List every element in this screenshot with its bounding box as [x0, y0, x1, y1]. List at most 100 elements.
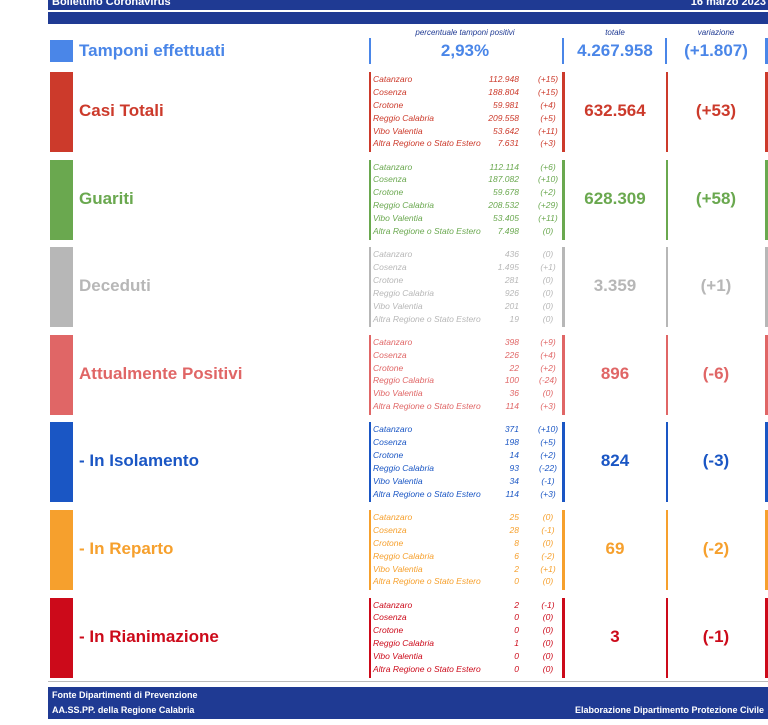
in-isolamento-total-left-border — [562, 422, 565, 503]
header-subbar — [48, 12, 768, 24]
province-name: Reggio Calabria — [373, 550, 434, 561]
province-name: Reggio Calabria — [373, 638, 434, 649]
province-value: 36 — [509, 388, 519, 399]
province-value: 436 — [504, 249, 519, 260]
province-variation: (0) — [542, 226, 554, 237]
footer-source-line2: AA.SS.PP. della Regione Calabria — [52, 705, 195, 715]
province-variation: (0) — [542, 287, 554, 298]
province-variation: (0) — [542, 512, 554, 522]
casi-totali-swatch — [50, 72, 73, 152]
province-name: Altra Regione o Stato Estero — [373, 226, 481, 237]
in-rianimazione-variation: (-1) — [702, 626, 730, 646]
province-value: 112.948 — [488, 74, 519, 84]
attualmente-positivi-swatch — [50, 334, 73, 415]
province-name: Reggio Calabria — [373, 112, 434, 123]
in-isolamento-variation: (-3) — [702, 451, 730, 471]
casi-totali-right-edge — [765, 72, 768, 152]
table-row: Vibo Valentia 53.642 (+11) — [373, 125, 559, 138]
table-row: Cosenza 198 (+5) — [373, 436, 559, 449]
province-name: Crotone — [373, 537, 404, 548]
footer-bar: Fonte Dipartimenti di Prevenzione AA.SS.… — [48, 687, 768, 719]
total-column-header: totale — [605, 28, 625, 37]
attualmente-positivi-variation-left-border — [666, 334, 668, 415]
province-variation: (-1) — [541, 475, 555, 486]
province-name: Crotone — [373, 625, 404, 636]
province-variation: (+11) — [538, 125, 558, 136]
province-name: Vibo Valentia — [373, 388, 423, 399]
deceduti-province-table: Catanzaro 436 (0) Cosenza 1.495 (+1) Crotone 28… — [373, 248, 559, 325]
province-name: Vibo Valentia — [373, 475, 423, 486]
variation-column-header: variazione — [697, 28, 735, 37]
table-row: Altra Regione o Stato Estero 0 (0) — [373, 575, 559, 588]
table-row: Catanzaro 112.948 (+15) — [373, 73, 559, 86]
tamponi-variation: (+1.807) — [684, 41, 748, 60]
tamponi-right-edge — [765, 38, 768, 64]
table-row: Reggio Calabria 209.558 (+5) — [373, 112, 559, 125]
province-variation: (0) — [542, 612, 554, 623]
deceduti-swatch — [50, 247, 73, 328]
table-row: Crotone 281 (0) — [373, 274, 559, 287]
province-value: 281 — [504, 274, 519, 285]
province-variation: (+4) — [540, 99, 556, 110]
attualmente-positivi-label: Attualmente Positivi — [79, 363, 243, 383]
province-variation: (0) — [542, 249, 554, 260]
deceduti-label: Deceduti — [79, 276, 151, 296]
in-rianimazione-total-left-border — [562, 597, 565, 678]
casi-totali-label: Casi Totali — [79, 101, 164, 120]
province-name: Altra Regione o Stato Estero — [373, 664, 481, 675]
in-isolamento-table-left-border — [369, 422, 371, 503]
in-rianimazione-right-edge — [765, 597, 768, 678]
province-variation: (+2) — [540, 187, 556, 198]
province-value: 14 — [509, 450, 519, 461]
tamponi-percentage: 2,93% — [440, 41, 490, 60]
province-name: Reggio Calabria — [373, 200, 434, 211]
guariti-variation-left-border — [666, 159, 668, 240]
province-value: 7.498 — [497, 226, 519, 237]
casi-totali-total: 632.564 — [584, 101, 646, 120]
province-variation: (+4) — [540, 349, 556, 360]
pct-column-header: percentuale tamponi positivi — [415, 28, 515, 37]
attualmente-positivi-total: 896 — [600, 363, 630, 383]
province-variation: (0) — [542, 537, 554, 548]
table-row: Catanzaro 436 (0) — [373, 248, 559, 261]
tamponi-total-divider-left — [562, 38, 564, 64]
attualmente-positivi-total-left-border — [562, 334, 565, 415]
province-name: Reggio Calabria — [373, 375, 434, 386]
deceduti-total: 3.359 — [593, 276, 637, 296]
table-row: Reggio Calabria 926 (0) — [373, 287, 559, 300]
table-row: Cosenza 28 (-1) — [373, 524, 559, 537]
province-name: Crotone — [373, 450, 404, 461]
in-isolamento-right-edge — [765, 422, 768, 503]
province-variation: (0) — [542, 638, 554, 649]
deceduti-variation-left-border — [666, 247, 668, 328]
tamponi-pct-divider — [369, 38, 371, 64]
in-reparto-table-left-border — [369, 510, 371, 590]
province-value: 201 — [504, 300, 519, 311]
province-name: Crotone — [373, 99, 404, 110]
table-row: Vibo Valentia 53.405 (+11) — [373, 212, 559, 225]
province-variation: (+2) — [540, 362, 556, 373]
province-value: 112.114 — [489, 161, 519, 172]
province-value: 53.405 — [493, 213, 519, 224]
in-rianimazione-total: 3 — [610, 626, 620, 646]
province-name: Vibo Valentia — [373, 213, 423, 224]
province-name: Catanzaro — [373, 74, 413, 84]
province-name: Altra Regione o Stato Estero — [373, 576, 481, 587]
province-name: Cosenza — [373, 349, 407, 360]
province-value: 53.642 — [493, 125, 519, 136]
in-isolamento-variation-left-border — [666, 422, 668, 503]
table-row: Crotone 59.981 (+4) — [373, 99, 559, 112]
province-value: 198 — [504, 437, 519, 448]
footer-credit: Elaborazione Dipartimento Protezione Civ… — [574, 705, 764, 715]
in-reparto-swatch — [50, 510, 73, 590]
table-row: Cosenza 187.082 (+10) — [373, 173, 559, 186]
province-variation: (+5) — [540, 112, 556, 123]
table-row: Catanzaro 371 (+10) — [373, 423, 559, 436]
province-variation: (-2) — [541, 550, 555, 561]
province-value: 187.082 — [488, 174, 519, 185]
province-variation: (+15) — [537, 74, 559, 84]
province-value: 34 — [509, 475, 519, 486]
footer-separator — [48, 681, 768, 682]
province-name: Vibo Valentia — [373, 651, 423, 662]
province-variation: (+1) — [540, 563, 556, 574]
